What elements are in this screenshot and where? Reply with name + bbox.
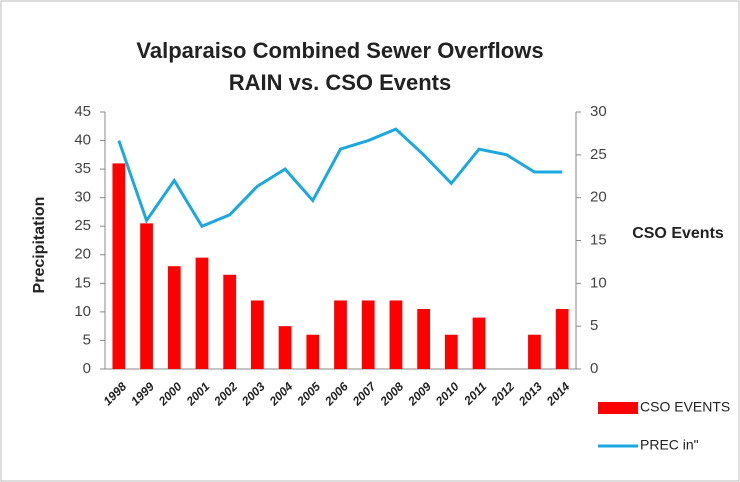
bar	[251, 300, 264, 369]
y-tick-label: 25	[74, 217, 91, 234]
bar	[223, 274, 237, 369]
bar	[361, 300, 375, 369]
y-axis-label: Precipitation	[31, 197, 48, 294]
y-tick-label: 35	[74, 160, 91, 177]
y2-axis-label: CSO Events	[632, 225, 724, 242]
y-tick-label: 20	[74, 246, 91, 263]
y-tick-label: 10	[74, 303, 91, 320]
legend-swatch	[598, 402, 638, 414]
y2-tick-label: 5	[590, 317, 598, 334]
bar	[167, 266, 181, 369]
legend-label: CSO EVENTS	[640, 399, 730, 415]
y2-tick-label: 0	[590, 360, 598, 377]
bar	[140, 223, 153, 369]
y-tick-label: 0	[83, 360, 91, 377]
bar	[334, 300, 347, 369]
bar	[306, 334, 320, 369]
y2-tick-label: 20	[590, 189, 607, 206]
y-tick-label: 30	[74, 189, 91, 206]
chart-title: Valparaiso Combined Sewer Overflows	[136, 38, 543, 63]
bar	[444, 334, 458, 369]
bar	[528, 334, 541, 369]
y-tick-label: 40	[74, 132, 91, 149]
y-tick-label: 5	[83, 331, 91, 348]
bar	[417, 309, 430, 369]
bar	[278, 326, 292, 369]
chart-title: RAIN vs. CSO Events	[229, 70, 452, 95]
y-tick-label: 15	[74, 274, 91, 291]
bar	[195, 257, 209, 369]
line	[117, 127, 563, 229]
bar	[389, 300, 403, 369]
y2-tick-label: 25	[590, 146, 607, 163]
y-tick-label: 45	[74, 103, 91, 120]
y2-tick-label: 10	[590, 274, 607, 291]
y2-tick-label: 15	[590, 231, 607, 248]
y2-tick-label: 30	[590, 103, 607, 120]
legend-label: PREC in"	[640, 437, 699, 453]
bar	[555, 309, 569, 369]
bar	[112, 163, 126, 369]
bar	[472, 317, 486, 369]
